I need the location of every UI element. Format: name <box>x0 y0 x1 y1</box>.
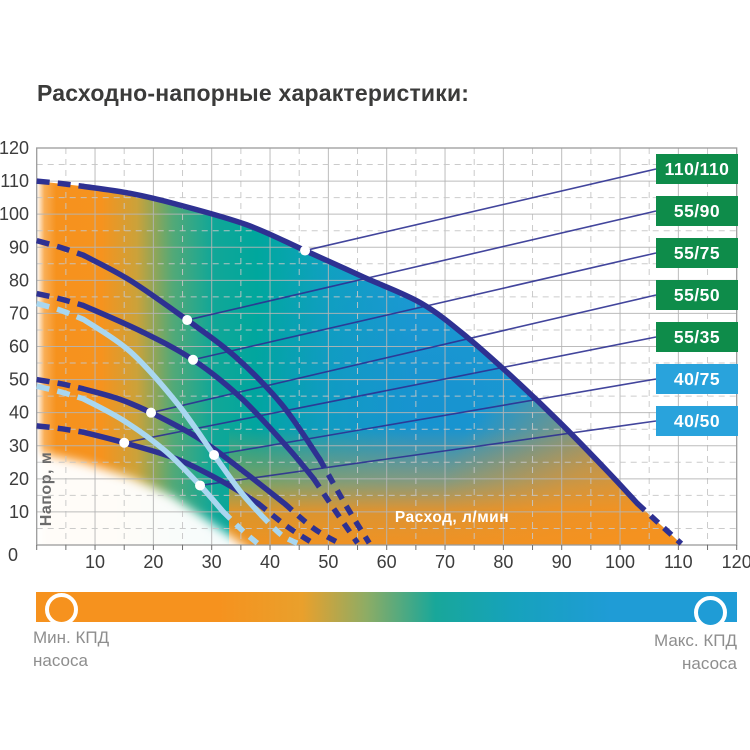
max-efficiency-label: Макс. КПД насоса <box>654 629 737 675</box>
series-label: 55/50 <box>673 285 721 305</box>
series-badge-40-75: 40/75 <box>656 364 738 394</box>
series-badge-55-90: 55/90 <box>656 196 738 226</box>
min-efficiency-marker-icon <box>45 593 78 626</box>
y-tick-label-120: 120 <box>0 140 29 158</box>
curve-40/75 <box>80 316 265 518</box>
series-badge-55-50: 55/50 <box>656 280 738 310</box>
series-badge-55-35: 55/35 <box>656 322 738 352</box>
curve-dash-end-40/50 <box>221 509 261 547</box>
x-axis-label: Расход, л/мин <box>395 509 509 526</box>
series-label: 110/110 <box>664 159 730 179</box>
callout-dot-55/35 <box>119 437 130 448</box>
callout-dots <box>119 245 311 491</box>
x-tick-label-60: 60 <box>377 552 397 572</box>
y-tick-label-70: 70 <box>9 303 29 323</box>
curve-40/50 <box>80 396 227 515</box>
min-efficiency-line2: насоса <box>33 651 88 670</box>
pump-curves <box>35 178 684 547</box>
max-efficiency-marker-icon <box>694 596 727 629</box>
series-badge-55-75: 55/75 <box>656 238 738 268</box>
series-badge-110-110: 110/110 <box>656 154 738 184</box>
x-tick-label-50: 50 <box>318 552 338 572</box>
curve-dash-end-55/50 <box>282 501 342 547</box>
x-tick-label-80: 80 <box>493 552 513 572</box>
x-tick-label-120: 120 <box>722 552 750 572</box>
series-label: 55/90 <box>673 201 721 221</box>
callout-line-55/35 <box>124 336 657 444</box>
curve-110/110 <box>80 183 641 507</box>
series-label: 40/50 <box>673 411 721 431</box>
curve-55/75 <box>80 302 317 482</box>
y-tick-label-110: 110 <box>0 171 29 191</box>
x-tick-label-90: 90 <box>552 552 572 572</box>
x-tick-label-30: 30 <box>202 552 222 572</box>
curve-dash-end-110/110 <box>635 501 684 546</box>
series-badge-40-50: 40/50 <box>656 406 738 436</box>
curve-dash-start-110/110 <box>36 178 84 190</box>
callout-dot-55/90 <box>182 315 193 326</box>
efficiency-gradient-bar <box>36 592 737 622</box>
y-tick-label-40: 40 <box>9 403 29 423</box>
y-tick-label-10: 10 <box>9 502 29 522</box>
y-tick-label-80: 80 <box>9 270 29 290</box>
x-tick-label-20: 20 <box>143 552 163 572</box>
tick-labels: 10 20 30 40 50 60 70 80 90 100 110 120 10 20 30 40 50 60 7… <box>0 140 750 572</box>
y-tick-label-60: 60 <box>9 337 29 357</box>
callout-line-40/75 <box>213 378 657 456</box>
x-tick-label-110: 110 <box>664 552 693 572</box>
y-tick-label-100: 100 <box>0 204 29 224</box>
curve-dash-start-55/50 <box>36 376 84 392</box>
curve-dash-end-55/75 <box>311 477 360 545</box>
callout-line-55/90 <box>187 210 657 321</box>
max-efficiency-line2: насоса <box>682 654 737 673</box>
origin-tick-label: 0 <box>8 545 18 565</box>
curve-dash-start-40/50 <box>36 383 85 402</box>
y-axis-label: Напор, м <box>38 452 55 526</box>
x-tick-label-100: 100 <box>605 552 635 572</box>
callout-dot-40/75 <box>209 450 220 461</box>
series-label: 55/75 <box>673 243 721 263</box>
callout-line-110/110 <box>304 168 657 252</box>
callout-dot-55/75 <box>188 354 199 365</box>
white-fade-wedge <box>36 449 253 545</box>
page-title: Расходно-напорные характеристики: <box>37 80 470 106</box>
min-efficiency-label: Мин. КПД насоса <box>33 626 109 672</box>
x-tick-label-40: 40 <box>260 552 280 572</box>
callout-dot-40/50 <box>195 480 206 491</box>
curve-55/50 <box>80 386 288 507</box>
series-label: 40/75 <box>673 369 721 389</box>
callout-dot-110/110 <box>300 245 311 256</box>
callout-line-40/50 <box>199 420 657 487</box>
y-tick-label-20: 20 <box>9 469 29 489</box>
x-tick-label-70: 70 <box>435 552 455 572</box>
callout-lines <box>124 168 657 487</box>
max-efficiency-line1: Макс. КПД <box>653 631 737 650</box>
y-tick-label-30: 30 <box>9 436 29 456</box>
y-tick-label-90: 90 <box>9 237 29 257</box>
curve-dash-start-55/75 <box>36 290 85 309</box>
y-tick-label-50: 50 <box>9 370 29 390</box>
callout-dot-55/50 <box>146 407 157 418</box>
curve-dash-start-55/35 <box>36 423 84 435</box>
series-label: 55/35 <box>673 327 721 347</box>
curve-dash-end-40/75 <box>259 513 301 547</box>
curve-dash-end-55/35 <box>256 501 316 546</box>
min-efficiency-line1: Мин. КПД <box>33 628 110 647</box>
curve-55/90 <box>80 252 323 462</box>
curve-dash-start-40/75 <box>35 300 85 322</box>
x-tick-label-10: 10 <box>85 552 105 572</box>
curve-dash-start-55/90 <box>35 237 85 258</box>
